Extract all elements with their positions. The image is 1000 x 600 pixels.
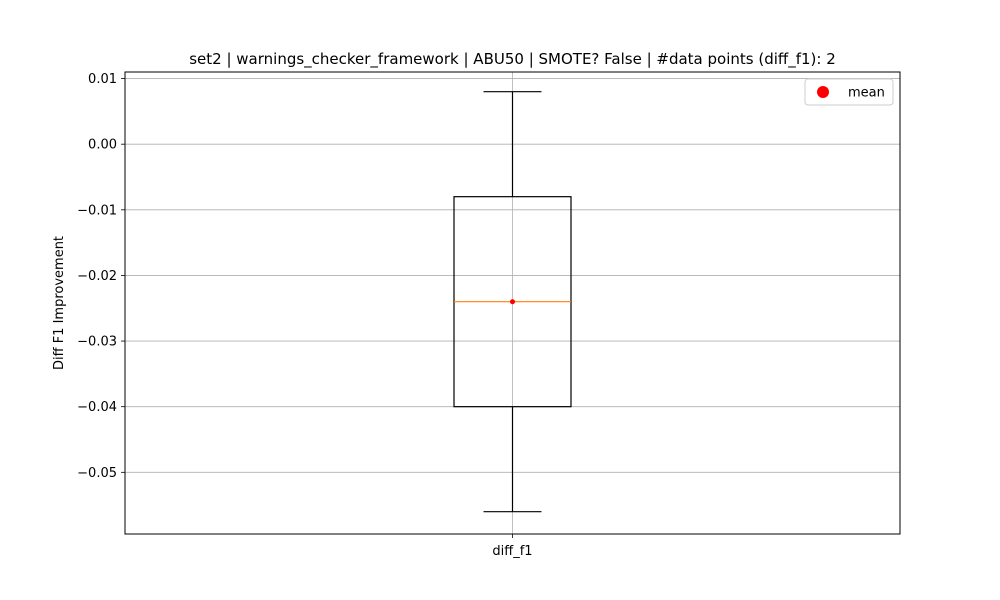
legend-mean-marker [817,86,829,98]
y-axis-ticks: 0.01 0.00 −0.01 −0.02 −0.03 −0.04 −0.05 [77,72,125,481]
y-tick-label: −0.05 [77,466,117,481]
mean-marker [510,299,515,305]
y-tick-label: −0.01 [77,203,117,218]
y-tick-label: 0.00 [88,138,117,153]
legend-mean-label: mean [848,86,885,101]
legend: mean [804,78,894,106]
chart-title: set2 | warnings_checker_framework | ABU5… [189,50,836,69]
y-tick-label: −0.04 [77,400,117,415]
x-axis-ticks: diff_f1 [492,534,533,559]
x-tick-label: diff_f1 [492,544,532,559]
y-tick-label: 0.01 [88,72,117,87]
y-axis-label: Diff F1 Improvement [52,236,67,370]
boxes-group [453,91,572,513]
legend-frame [804,78,894,106]
y-tick-label: −0.03 [77,335,117,350]
y-tick-label: −0.02 [77,269,117,284]
